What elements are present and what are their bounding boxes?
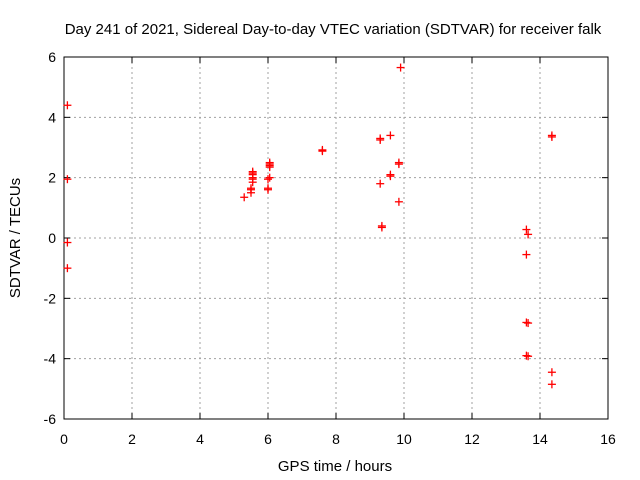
data-point: [522, 250, 531, 259]
data-point: [522, 225, 531, 234]
data-point: [63, 101, 72, 110]
data-point: [265, 173, 274, 182]
data-point: [248, 167, 257, 176]
y-tick-label: 6: [48, 49, 56, 65]
data-point: [396, 63, 405, 72]
data-points: [63, 63, 556, 389]
data-point: [247, 184, 255, 193]
axis-ticks: [63, 56, 609, 420]
grid-lines: [64, 57, 608, 419]
data-point: [376, 179, 385, 188]
data-point: [547, 131, 556, 140]
y-tick-label: 0: [48, 230, 56, 246]
x-axis-title: GPS time / hours: [278, 458, 392, 475]
data-point: [240, 193, 249, 202]
x-tick-label: 14: [532, 431, 548, 447]
x-tick-label: 8: [332, 431, 340, 447]
data-point: [547, 380, 556, 389]
x-tick-labels: 0 2 4 6 8 10 12 14 16: [60, 431, 616, 447]
data-point: [264, 175, 272, 184]
data-point: [394, 197, 403, 206]
x-tick-label: 12: [464, 431, 480, 447]
data-point: [524, 230, 533, 239]
data-point: [386, 131, 395, 140]
x-tick-label: 10: [396, 431, 412, 447]
data-point: [264, 184, 272, 193]
data-point: [394, 158, 403, 167]
data-point: [63, 264, 72, 273]
x-tick-label: 16: [600, 431, 616, 447]
data-point: [376, 134, 385, 143]
data-point: [63, 175, 72, 184]
data-point: [265, 158, 274, 167]
y-tick-label: -6: [44, 411, 57, 427]
data-point: [547, 368, 556, 377]
y-tick-label: -4: [44, 351, 57, 367]
x-tick-label: 0: [60, 431, 68, 447]
y-tick-label: 4: [48, 109, 56, 125]
data-point: [524, 352, 533, 361]
x-tick-label: 6: [264, 431, 272, 447]
x-tick-label: 4: [196, 431, 204, 447]
y-axis-title: SDTVAR / TECUs: [7, 178, 24, 298]
data-point: [524, 319, 533, 328]
y-tick-label: 2: [48, 170, 56, 186]
data-point: [318, 145, 327, 154]
x-tick-label: 2: [128, 431, 136, 447]
data-point: [386, 170, 395, 179]
y-tick-label: -2: [44, 290, 57, 306]
chart-title: Day 241 of 2021, Sidereal Day-to-day VTE…: [65, 21, 602, 38]
data-point: [377, 221, 386, 230]
data-point: [63, 238, 72, 247]
y-tick-labels: -6 -4 -2 0 2 4 6: [44, 49, 57, 427]
